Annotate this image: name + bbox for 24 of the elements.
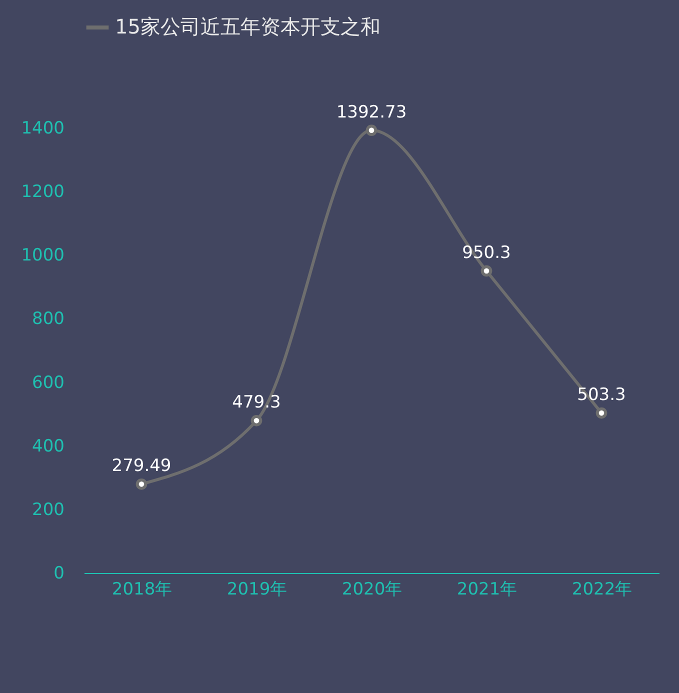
point <box>366 124 378 136</box>
point <box>596 407 608 419</box>
x-tick-label: 2018年 <box>112 580 172 600</box>
point <box>136 478 148 490</box>
y-tick-label: 600 <box>32 372 64 393</box>
x-tick-label: 2022年 <box>572 580 632 600</box>
x-tick-label: 2021年 <box>456 580 518 600</box>
point <box>480 265 492 277</box>
data-label: 1392.73 <box>336 102 407 122</box>
x-tick-label: 2020年 <box>342 580 402 600</box>
x-tick-label: 2019年 <box>226 580 288 600</box>
data-label: 950.3 <box>462 242 511 263</box>
y-tick-label: 1000 <box>21 246 64 266</box>
legend-label: 15家公司近五年资本开支之和 <box>115 14 380 38</box>
data-label: 503.3 <box>577 385 626 406</box>
y-tick-label: 800 <box>32 309 64 330</box>
point <box>250 414 262 426</box>
data-label: 479.3 <box>232 392 281 413</box>
y-tick-label: 400 <box>32 436 64 456</box>
data-label: 279.49 <box>112 456 172 476</box>
y-tick-label: 0 <box>54 564 64 584</box>
y-tick-label: 200 <box>32 500 64 520</box>
y-tick-label: 1400 <box>21 118 64 138</box>
y-tick-label: 1200 <box>21 182 64 202</box>
